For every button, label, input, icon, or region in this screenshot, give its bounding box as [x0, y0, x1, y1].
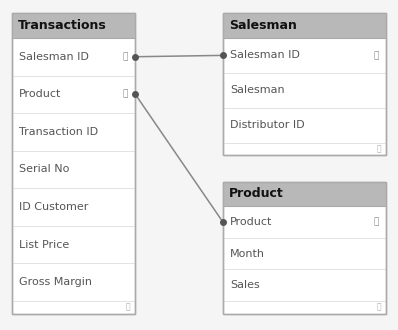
- Text: Distributor ID: Distributor ID: [230, 120, 305, 130]
- Bar: [223, 13, 386, 38]
- Bar: [223, 182, 386, 206]
- Text: List Price: List Price: [19, 240, 69, 249]
- Text: Sales: Sales: [230, 280, 260, 290]
- Bar: [12, 13, 135, 313]
- Text: Transaction ID: Transaction ID: [19, 127, 98, 137]
- Text: Serial No: Serial No: [19, 164, 70, 175]
- Text: Product: Product: [229, 187, 284, 200]
- Text: ⚿: ⚿: [373, 51, 379, 60]
- Text: Salesman: Salesman: [230, 85, 285, 95]
- Bar: [223, 182, 386, 314]
- Bar: [12, 13, 135, 38]
- Text: ⚿: ⚿: [123, 52, 128, 61]
- Text: Product: Product: [230, 217, 272, 227]
- Bar: [223, 13, 386, 155]
- Text: Salesman ID: Salesman ID: [230, 50, 300, 60]
- Text: Month: Month: [230, 248, 265, 259]
- Text: ⚿: ⚿: [123, 90, 128, 99]
- Bar: [223, 13, 386, 155]
- Text: Salesman ID: Salesman ID: [19, 52, 89, 62]
- Text: Salesman: Salesman: [229, 19, 297, 32]
- Text: ⚿: ⚿: [373, 217, 379, 226]
- Text: Gross Margin: Gross Margin: [19, 277, 92, 287]
- Text: ⤢: ⤢: [126, 303, 131, 312]
- Bar: [223, 182, 386, 314]
- Text: ⤢: ⤢: [377, 303, 381, 312]
- Text: ⤢: ⤢: [377, 144, 381, 153]
- Text: Product: Product: [19, 89, 61, 99]
- Text: Transactions: Transactions: [18, 19, 107, 32]
- Bar: [12, 13, 135, 313]
- Text: ID Customer: ID Customer: [19, 202, 88, 212]
